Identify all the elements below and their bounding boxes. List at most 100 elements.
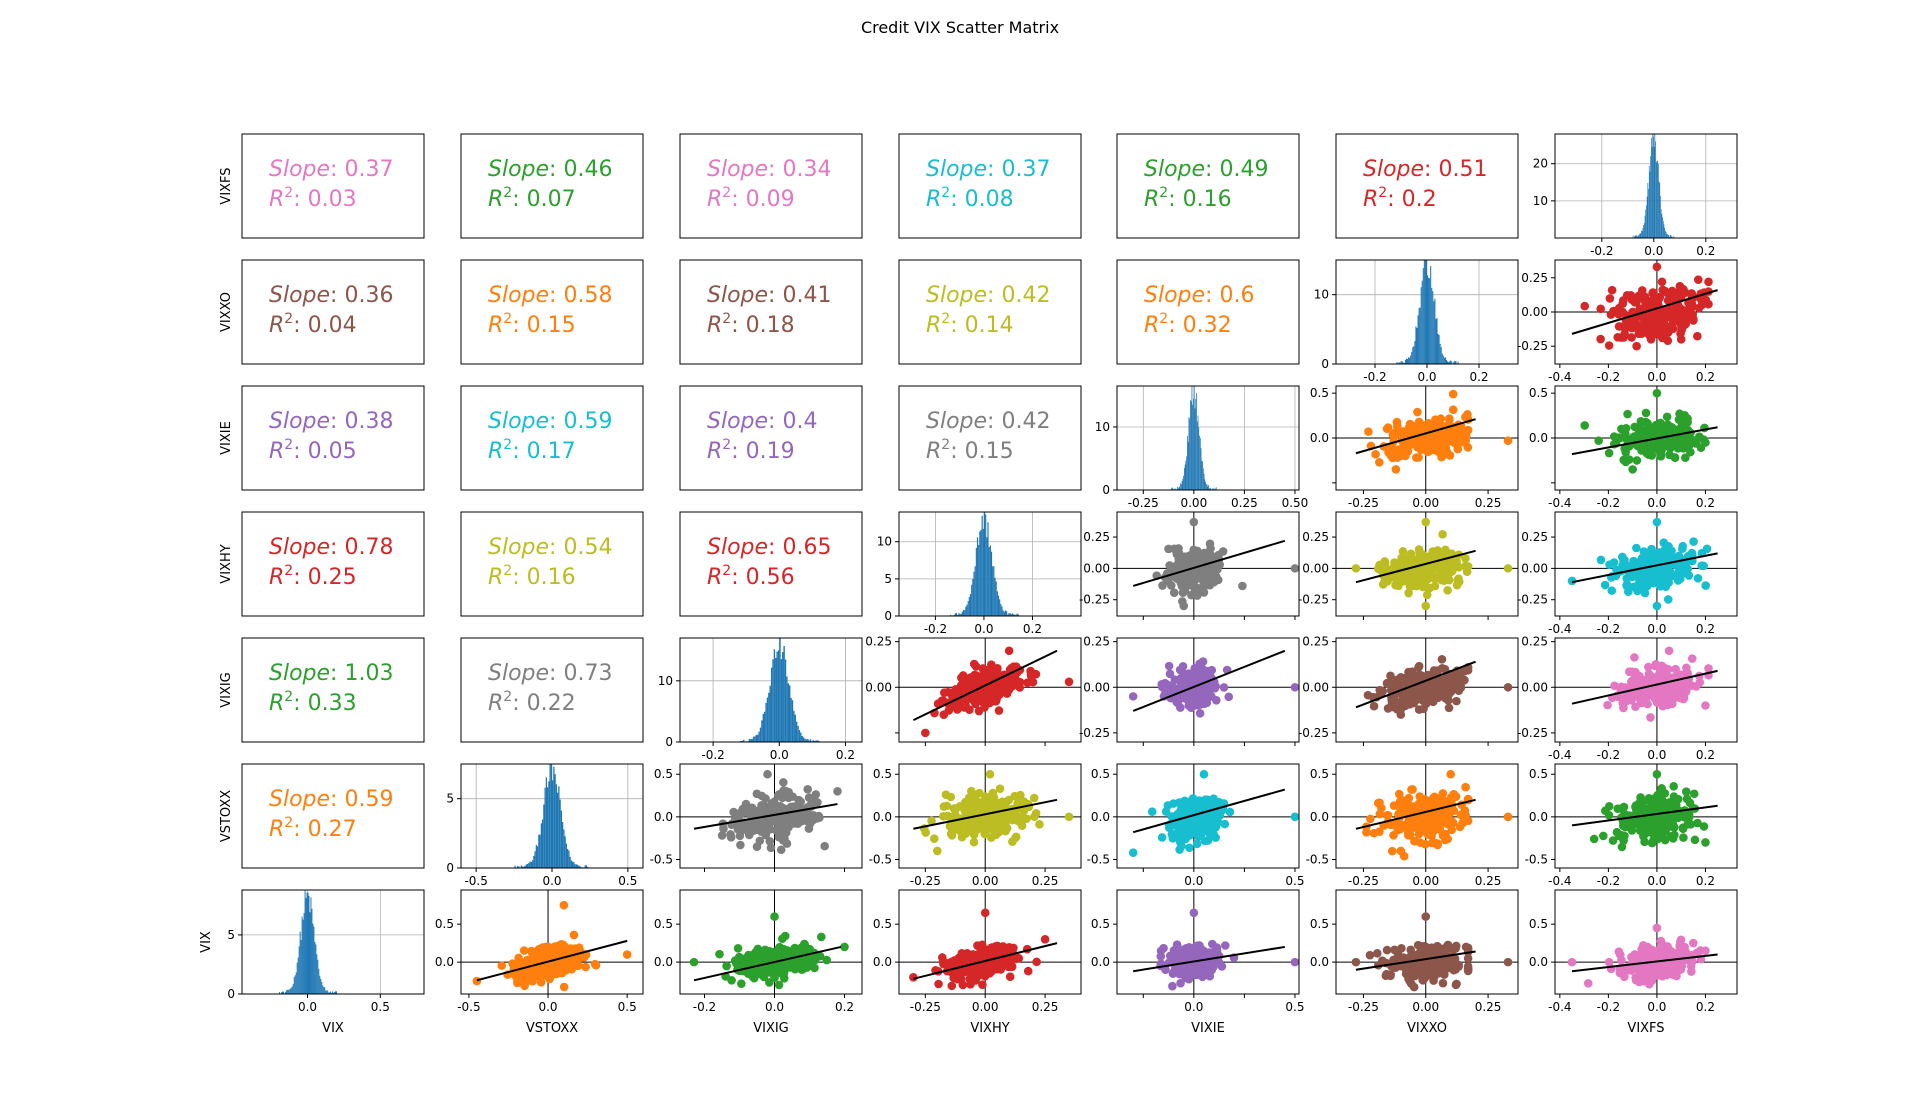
slope-label: Slope [269, 283, 330, 308]
regression-line [1355, 660, 1476, 709]
regression-line [912, 649, 1058, 722]
x-tick-label: 0.0 [974, 622, 993, 636]
scatter-point [1388, 430, 1398, 439]
scatter-point [1386, 671, 1395, 681]
slope-value: : 0.41 [768, 283, 831, 308]
scatter-point [1448, 405, 1458, 414]
x-tick-label: 0.0 [1647, 370, 1666, 384]
scatter-point [1633, 560, 1643, 569]
histogram-bar [575, 864, 578, 868]
histogram-bar [1666, 233, 1668, 238]
histogram-bar [1453, 361, 1455, 364]
histogram-bar [763, 711, 766, 742]
scatter-point-outlier [1652, 769, 1662, 779]
histogram-bar [1409, 357, 1411, 364]
histogram-bar [1640, 233, 1642, 238]
scatter-point [1407, 785, 1416, 794]
scatter-point [1693, 331, 1702, 341]
axes-frame [460, 637, 644, 743]
axes-frame [1554, 637, 1738, 743]
axes-frame [1116, 637, 1300, 743]
scatter-point [1596, 555, 1606, 565]
histogram-bar [815, 740, 817, 742]
r2-text: R2: 0.32 [1144, 311, 1232, 338]
regression-line [1132, 649, 1286, 712]
scatter-point-outlier [752, 842, 762, 851]
histogram-bar [332, 991, 334, 994]
histogram-bar [560, 810, 563, 868]
scatter-point [1438, 530, 1447, 539]
scatter-point [795, 811, 804, 820]
scatter-point [1387, 693, 1397, 703]
scatter-point [1404, 817, 1414, 827]
histogram-bar [962, 609, 965, 616]
r2-value: : 0.09 [731, 187, 794, 212]
histogram-bar [1643, 223, 1645, 238]
scatter-vix-vstoxx: -0.5 0.0 0.50.00.5 [435, 889, 644, 1014]
r2-value: : 0.56 [731, 565, 794, 590]
scatter-point [1015, 677, 1025, 687]
histogram-bar [1416, 327, 1418, 364]
histogram-bar [1001, 606, 1003, 616]
stats-cell-vixxo-vixie: Slope: 0.6R2: 0.32 [1116, 259, 1300, 365]
histogram-bar [768, 692, 770, 742]
scatter-point [781, 786, 790, 796]
histogram-bar [1215, 487, 1217, 490]
histogram-bar [1002, 610, 1004, 616]
scatter-point [1659, 316, 1669, 325]
scatter-point-outlier [1448, 389, 1458, 399]
scatter-point [1220, 819, 1230, 829]
r2-label: R [488, 691, 503, 716]
slope-label: Slope [269, 661, 330, 686]
r2-text: R2: 0.2 [1363, 185, 1437, 212]
scatter-point [508, 959, 517, 968]
scatter-point [1681, 787, 1691, 796]
y-tick-label: 0 [884, 609, 892, 623]
histogram-bar [1192, 404, 1194, 490]
x-tick-label: 0.25 [1475, 496, 1502, 510]
scatter-point [1421, 802, 1430, 812]
y-tick-label: 10 [877, 535, 892, 549]
scatter-point [814, 811, 824, 821]
histogram-vstoxx: -0.5 0.0 0.505 [446, 763, 644, 888]
slope-label: Slope [269, 157, 330, 182]
r2-value: : 0.03 [293, 187, 356, 212]
histogram-bar [1184, 464, 1186, 490]
plot-area [1117, 638, 1299, 742]
scatter-point [1201, 574, 1211, 583]
axes-frame [460, 511, 644, 617]
histogram-bar [814, 740, 816, 742]
slope-text: Slope: 0.36 [269, 283, 393, 308]
scatter-point [1609, 558, 1619, 567]
histogram-bar [812, 740, 815, 742]
scatter-point [1375, 827, 1384, 837]
scatter-point-outlier [1503, 436, 1513, 445]
slope-value: : 0.4 [768, 409, 817, 434]
scatter-point [1446, 559, 1456, 569]
histogram-bar [287, 989, 289, 994]
scatter-point [1201, 798, 1211, 808]
histogram-bar [1178, 487, 1180, 490]
scatter-point-outlier [1179, 601, 1189, 611]
scatter-point [1169, 588, 1179, 597]
scatter-point [1420, 567, 1430, 576]
r2-text: R2: 0.15 [926, 437, 1014, 464]
histogram-bar [986, 537, 988, 616]
scatter-point [1173, 810, 1182, 819]
scatter-point [1463, 409, 1472, 419]
histogram-bar [1665, 230, 1666, 238]
histogram-bar [1647, 182, 1649, 238]
histogram-bar [1435, 318, 1437, 364]
scatter-point-outlier [1652, 517, 1662, 527]
r2-superscript: 2 [503, 185, 512, 201]
y-tick-label: -0.5 [650, 852, 673, 866]
histogram-bar [1420, 287, 1422, 364]
plot-area [1117, 512, 1299, 616]
scatter-point [1191, 819, 1201, 828]
histogram-bar [782, 652, 784, 742]
histogram-bar [1432, 291, 1434, 364]
scatter-point [1450, 428, 1460, 438]
